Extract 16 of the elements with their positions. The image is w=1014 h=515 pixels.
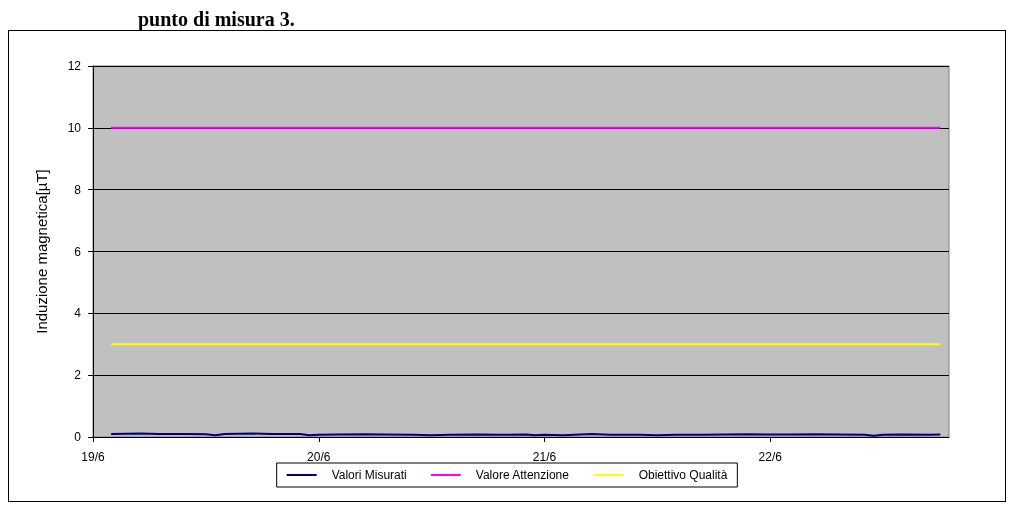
x-tick-label: 22/6 [758,450,783,464]
y-tick-label: 12 [67,59,82,73]
y-tick-label: 8 [74,182,82,197]
legend-label: Valori Misurati [331,468,407,482]
legend-label: Obiettivo Qualità [638,468,728,482]
y-axis-title: Induzione magnetica[µT] [33,169,50,334]
y-tick-label: 10 [67,120,82,135]
y-tick-label: 2 [74,368,82,383]
y-tick-label: 0 [74,430,82,444]
x-tick-label: 21/6 [532,450,557,464]
chart-title: punto di misura 3. [137,8,296,30]
x-tick-label: 20/6 [307,450,331,464]
x-tick-label: 19/6 [81,450,105,464]
y-tick-label: 4 [74,306,82,321]
legend-label: Valore Attenzione [475,468,570,482]
y-tick-label: 6 [74,244,82,259]
